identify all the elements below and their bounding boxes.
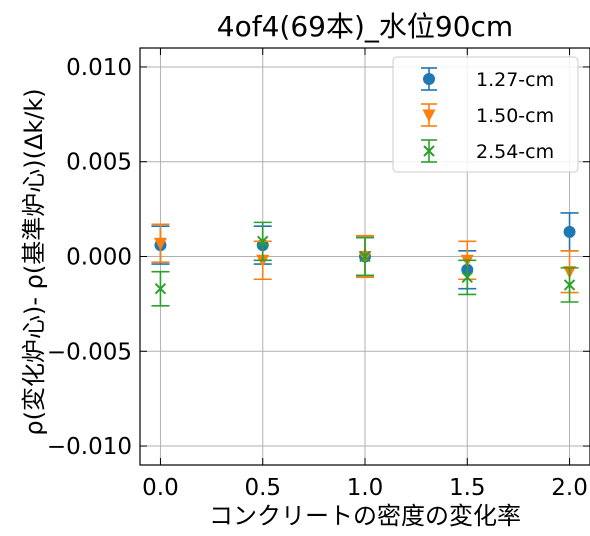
legend-item: 1.50-cm: [421, 103, 554, 127]
y-tick-label: 0.005: [66, 150, 132, 176]
x-axis-title: コンクリートの密度の変化率: [209, 502, 521, 530]
data-point: [461, 271, 473, 284]
y-axis-title: ρ(変化炉心)- ρ(基準炉心)(Δk/k): [20, 88, 48, 435]
data-point: [257, 235, 269, 248]
x-marker-stroke: [154, 283, 167, 295]
y-tick-label: −0.010: [47, 434, 132, 460]
data-point: [563, 225, 576, 238]
y-tick-label: 0.010: [66, 55, 132, 81]
data-point: [563, 279, 576, 291]
series-3: [151, 221, 579, 307]
x-tick-label: 1.5: [449, 475, 486, 501]
data-point: [359, 250, 371, 263]
x-marker-stroke: [423, 145, 435, 157]
x-tick-label: 1.0: [347, 475, 384, 501]
x-marker-stroke: [359, 250, 371, 263]
x-marker-stroke: [257, 235, 269, 248]
legend-label: 2.54-cm: [476, 141, 554, 163]
legend-marker: [423, 73, 435, 85]
legend-marker: [422, 109, 436, 122]
ticks: 0.0 0.5 1.0 1.5 2.0 0.010 0.005 0.000 −0.005 −0.0…: [47, 48, 590, 501]
legend-item: 1.27-cm: [421, 67, 554, 91]
y-tick-label: 0.000: [66, 245, 132, 271]
legend-item: 2.54-cm: [421, 139, 554, 163]
data-point: [153, 237, 167, 251]
x-tick-label: 0.5: [244, 475, 281, 501]
chart-title: 4of4(69本)_水位90cm: [217, 10, 513, 43]
data-point: [154, 283, 167, 295]
legend-label: 1.27-cm: [476, 69, 554, 91]
legend: 1.27-cm 1.50-cm 2.54-cm: [392, 56, 579, 173]
x-marker-stroke: [461, 271, 473, 284]
x-tick-label: 2.0: [551, 475, 588, 501]
legend-label: 1.50-cm: [476, 105, 554, 127]
series-layer: [151, 212, 579, 307]
legend-marker: [423, 145, 435, 157]
y-tick-label: −0.005: [47, 339, 132, 365]
x-tick-label: 0.0: [142, 475, 179, 501]
x-marker-stroke: [563, 279, 576, 291]
legend-box: [392, 56, 579, 173]
